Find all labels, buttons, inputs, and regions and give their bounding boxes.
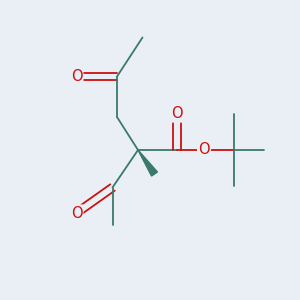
Text: O: O (198, 142, 210, 158)
Text: O: O (171, 106, 183, 122)
Text: O: O (71, 69, 82, 84)
Text: O: O (71, 206, 82, 220)
Polygon shape (138, 150, 158, 176)
